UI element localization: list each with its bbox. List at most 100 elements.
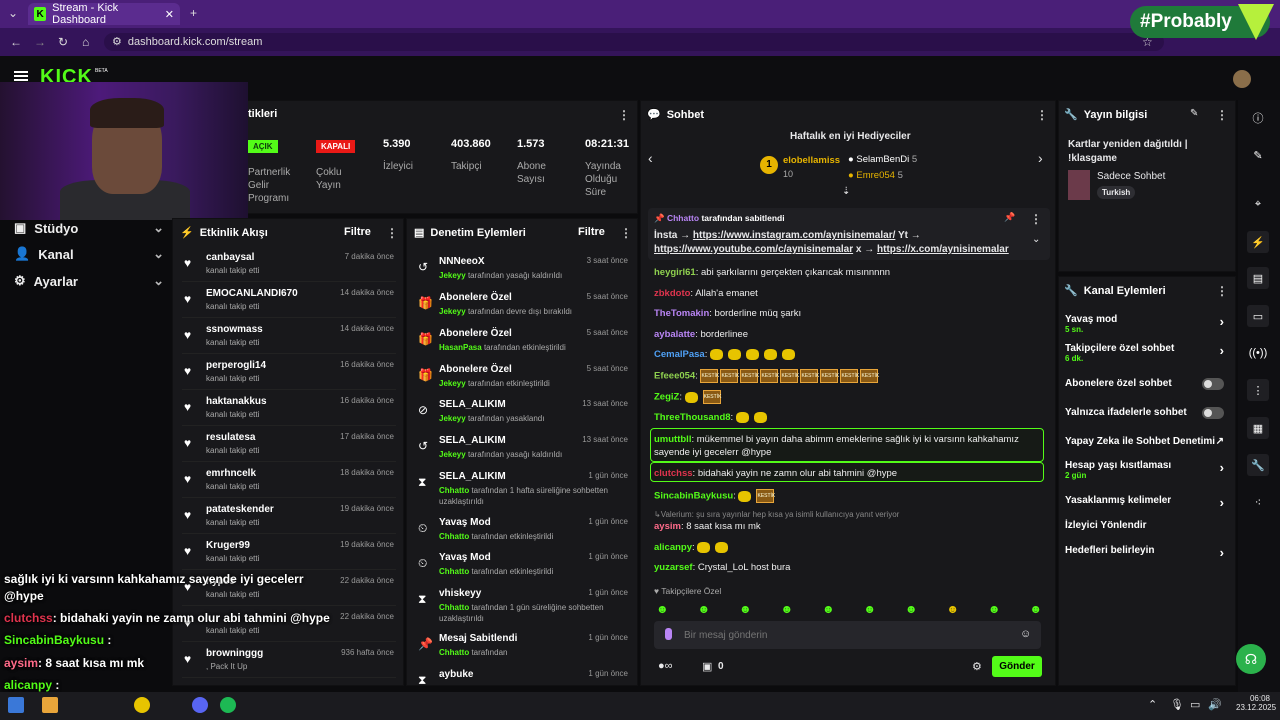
moderator-name[interactable]: Chhatto — [439, 486, 470, 495]
wrench-icon[interactable]: 🔧 — [1247, 454, 1269, 476]
list-item[interactable]: ↺ NNNeeoX Jekeyy tarafından yasağı kaldırı… — [414, 252, 632, 288]
chat-settings-gear-icon[interactable]: ⚙ — [972, 661, 982, 673]
moderator-name[interactable]: Jekeyy — [439, 379, 466, 388]
more-options-icon[interactable]: ⋮ — [1036, 108, 1048, 122]
site-info-icon[interactable]: ⚙ — [112, 36, 122, 48]
external-link-icon[interactable]: ↗ — [1215, 436, 1224, 447]
chat-username[interactable]: TheTomakin — [654, 308, 710, 319]
more-options-icon[interactable]: ⋮ — [1030, 212, 1042, 226]
hamburger-menu-icon[interactable] — [14, 71, 28, 81]
list-item[interactable]: ⧗ aybuke 1 gün önce — [414, 665, 632, 701]
send-button[interactable]: Gönder — [992, 656, 1042, 677]
list-item[interactable]: ♥ Kruger99 kanalı takip etti 19 dakika önce — [182, 534, 396, 570]
list-item[interactable]: ♥ kanalı takip etti 22 dakika önce — [182, 606, 396, 642]
chat-username[interactable]: ThreeThousand8 — [654, 412, 731, 423]
channel-action-item[interactable]: Takipçilere özel sohbet 6 dk. › — [1065, 343, 1230, 363]
sidebar-item-settings[interactable]: ⚙ Ayarlar ⌄ — [14, 273, 164, 289]
chevron-left-icon[interactable]: ‹ — [648, 150, 653, 166]
top-gifter-1-name[interactable]: elobellamiss — [783, 155, 841, 166]
top-gifter-3[interactable]: ● Emre054 5 — [848, 170, 903, 181]
list-item[interactable]: ⧗ vhiskeyy Chhatto tarafından 1 gün süreli… — [414, 584, 632, 623]
volume-icon[interactable]: 🔊 — [1208, 699, 1222, 711]
x-link[interactable]: https://x.com/aynisinemalar — [877, 244, 1009, 255]
home-icon[interactable]: ⌂ — [82, 35, 90, 49]
bolt-icon[interactable]: ⚡ — [1247, 231, 1269, 253]
chat-bubble-icon[interactable]: ▭ — [1247, 305, 1269, 327]
chat-username[interactable]: aysim — [654, 521, 681, 532]
info-icon[interactable]: ⓘ — [1252, 113, 1264, 125]
gift-icon[interactable]: ▣ — [702, 661, 713, 673]
list-item[interactable]: ⊘ SELA_ALIKIM Jekeyy tarafından yasaklandı… — [414, 395, 632, 431]
more-options-icon[interactable]: ⋮ — [386, 226, 398, 240]
expand-gifters-icon[interactable]: ⇣ — [842, 186, 851, 197]
chat-input[interactable] — [684, 626, 1004, 644]
list-item[interactable]: ↺ SELA_ALIKIM Jekeyy tarafından yasağı kal… — [414, 431, 632, 467]
unpin-icon[interactable]: 📌 — [1004, 212, 1016, 222]
channel-action-item[interactable]: Abonelere özel sohbet — [1065, 378, 1230, 390]
list-item[interactable]: ♥ emrhncelk kanalı takip etti 18 dakika önc… — [182, 462, 396, 498]
browser-tab[interactable]: K Stream - Kick Dashboard ✕ — [28, 2, 180, 26]
more-options-icon[interactable]: ⋮ — [620, 226, 632, 240]
list-item[interactable]: ♥ EMOCANLANDI670 kanalı takip etti 14 dakik… — [182, 282, 396, 318]
emote-icon[interactable]: ☻ — [656, 602, 669, 616]
moderator-name[interactable]: Chhatto — [439, 532, 470, 541]
youtube-link[interactable]: https://www.youtube.com/c/aynisinemalar — [654, 244, 854, 255]
help-icon[interactable]: ☊ — [1236, 644, 1266, 674]
emote-icon[interactable]: ☻ — [1029, 602, 1042, 616]
channel-action-item[interactable]: Hesap yaşı kısıtlaması 2 gün › — [1065, 460, 1230, 480]
list-item[interactable]: ⏲ Yavaş Mod Chhatto tarafından etkinleştir… — [414, 513, 632, 549]
instagram-link[interactable]: https://www.instagram.com/aynisinemalar/ — [692, 230, 896, 241]
moderator-name[interactable]: Jekeyy — [439, 271, 466, 280]
moderator-name[interactable]: Chhatto — [439, 648, 470, 657]
list-item[interactable]: ♥ browninggg , Pack It Up 936 hafta önce — [182, 642, 396, 678]
sidebar-item-channel[interactable]: 👤 Kanal ⌄ — [14, 246, 164, 262]
list-item[interactable]: 🎁 Abonelere Özel HasanPasa tarafından etki… — [414, 324, 632, 360]
close-tab-icon[interactable]: ✕ — [164, 8, 174, 21]
microphone-icon[interactable]: 🎙 — [1170, 699, 1184, 711]
moderator-name[interactable]: Jekeyy — [439, 414, 466, 423]
sidebar-item-studio[interactable]: ▣ Stüdyo ⌄ — [14, 220, 164, 236]
windows-start-icon[interactable] — [8, 697, 24, 713]
emote-icon[interactable]: ☻ — [738, 602, 752, 616]
more-options-icon[interactable]: ⋮ — [618, 108, 630, 122]
toggle-switch[interactable] — [1202, 407, 1224, 419]
chat-username[interactable]: heygirl61 — [654, 267, 696, 278]
discord-icon[interactable] — [192, 697, 208, 713]
category-name[interactable]: Sadece Sohbet — [1097, 171, 1166, 182]
split-layout-icon[interactable]: ▦ — [1247, 417, 1269, 439]
chat-username[interactable]: alicanpy — [654, 542, 693, 553]
apps-icon[interactable]: ⁖ — [1254, 496, 1262, 509]
moderator-name[interactable]: Chhatto — [439, 567, 470, 576]
chevron-down-icon[interactable]: ⌄ — [1032, 234, 1041, 245]
emote-icon[interactable]: ☻ — [697, 602, 711, 616]
list-item[interactable]: ♥ canbaysal kanalı takip etti 7 dakika önce — [182, 246, 396, 282]
list-item[interactable]: 🎁 Abonelere Özel Jekeyy tarafından devre d… — [414, 288, 632, 324]
activity-icon[interactable]: ⋮ — [1247, 379, 1269, 401]
list-item[interactable]: ♥ ssnowmass kanalı takip etti 14 dakika önc… — [182, 318, 396, 354]
edit-icon[interactable]: ✎ — [1253, 149, 1263, 162]
channel-action-item[interactable]: Yavaş mod 5 sn. › — [1065, 314, 1230, 334]
moderator-name[interactable]: Chhatto — [439, 603, 470, 612]
chat-username[interactable]: CemalPasa — [654, 349, 705, 360]
list-item[interactable]: ♥ patateskender kanalı takip etti 19 dakika… — [182, 498, 396, 534]
tab-menu-icon[interactable]: ⌄ — [8, 6, 19, 20]
more-options-icon[interactable]: ⋮ — [1216, 108, 1228, 122]
network-icon[interactable]: ▭ — [1190, 699, 1201, 711]
list-item[interactable]: ♥ haktanakkus kanalı takip etti 16 dakika ö… — [182, 390, 396, 426]
channel-action-item[interactable]: Yapay Zeka ile Sohbet Denetimi ↗ — [1065, 436, 1230, 447]
channel-action-item[interactable]: Yasaklanmış kelimeler › — [1065, 495, 1230, 510]
activity-filter-button[interactable]: Filtre — [344, 226, 371, 238]
url-field[interactable]: ⚙ dashboard.kick.com/stream — [104, 33, 1164, 51]
moderator-name[interactable]: HasanPasa — [439, 343, 482, 352]
list-item[interactable]: 📌 Mesaj Sabitlendi Chhatto tarafından 1 gün… — [414, 629, 632, 665]
emote-icon[interactable]: ☻ — [904, 602, 918, 616]
moderator-name[interactable]: Jekeyy — [439, 307, 466, 316]
chevron-right-icon[interactable]: › — [1038, 150, 1043, 166]
chat-username[interactable]: aybalatte — [654, 329, 696, 340]
chat-username[interactable]: zbkdoto — [654, 288, 691, 299]
list-item[interactable]: 🎁 Abonelere Özel Jekeyy tarafından etkinle… — [414, 360, 632, 396]
emote-icon[interactable]: ☻ — [863, 602, 877, 616]
list-item[interactable]: ⧗ SELA_ALIKIM Chhatto tarafından 1 hafta s… — [414, 467, 632, 506]
emote-icon[interactable]: ☻ — [987, 602, 1001, 616]
forward-icon[interactable]: → — [34, 35, 46, 49]
